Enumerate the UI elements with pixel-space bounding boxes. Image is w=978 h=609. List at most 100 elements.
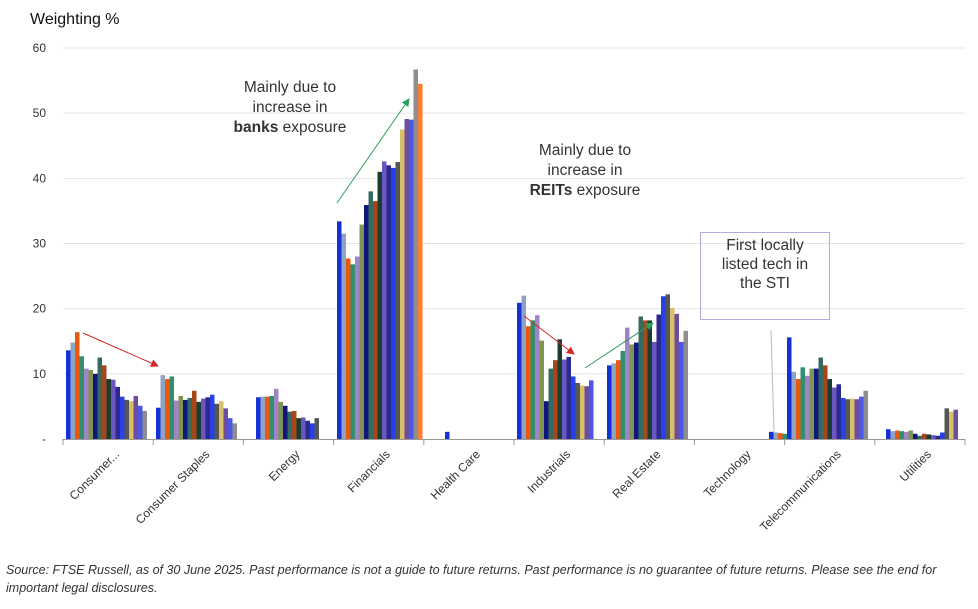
bar <box>93 373 98 439</box>
bar <box>922 433 927 439</box>
bar <box>944 408 949 439</box>
bar <box>305 420 310 439</box>
bar <box>169 376 174 439</box>
bar-chart: - 10 20 30 40 50 60 Consumer... Consumer Staple… <box>33 41 966 534</box>
bar <box>661 296 666 439</box>
bar <box>683 330 688 439</box>
bar <box>228 418 233 439</box>
x-tick-label: Health Care <box>428 447 483 502</box>
y-axis-title: Weighting % <box>30 11 120 28</box>
bar <box>310 423 315 439</box>
bar <box>589 380 594 439</box>
bar <box>156 407 161 439</box>
bar <box>278 401 283 439</box>
bar <box>535 315 540 439</box>
bar <box>292 410 297 439</box>
bar <box>643 320 648 439</box>
bar <box>557 339 562 439</box>
bar <box>926 434 931 439</box>
arrow-financials <box>336 98 410 204</box>
bar <box>791 371 796 439</box>
annotation-tech-line2: listed tech in <box>721 256 809 273</box>
bar <box>445 431 450 439</box>
bar <box>404 119 409 439</box>
y-tick-label: 30 <box>33 237 47 251</box>
x-tick-label: Energy <box>266 447 303 484</box>
bar <box>174 400 179 439</box>
y-tick-label: - <box>42 432 46 446</box>
bar <box>111 379 116 439</box>
bar <box>106 379 111 439</box>
bar <box>75 332 80 439</box>
gridlines <box>63 47 965 375</box>
bar <box>368 191 373 439</box>
bar <box>611 363 616 439</box>
annotation-banks-rest: exposure <box>278 119 347 136</box>
bar <box>84 368 89 439</box>
bar <box>935 435 940 439</box>
bar <box>70 342 75 439</box>
bar <box>350 264 355 439</box>
bar <box>395 162 400 440</box>
bar <box>219 401 224 439</box>
y-tick-label: 60 <box>33 41 47 55</box>
arrow-industrials <box>523 315 575 355</box>
bar <box>120 396 125 439</box>
bar <box>796 379 801 439</box>
bar <box>620 351 625 439</box>
annotation-banks-line2: increase in <box>252 99 328 116</box>
bar <box>890 431 895 439</box>
bar <box>638 316 643 439</box>
x-tick-label: Real Estate <box>610 447 664 501</box>
bar <box>359 224 364 439</box>
arrow-real-estate <box>584 322 654 369</box>
bar <box>260 396 265 439</box>
bar <box>129 401 134 439</box>
bar <box>854 399 859 439</box>
bar <box>160 375 165 439</box>
bar <box>287 411 292 439</box>
annotation-arrows <box>82 98 775 433</box>
bar <box>940 432 945 439</box>
bar <box>886 429 891 439</box>
bar <box>79 356 84 439</box>
bar <box>818 357 823 439</box>
bar <box>782 433 787 439</box>
bar <box>809 368 814 439</box>
bar <box>836 384 841 439</box>
annotation-tech: First locally listed tech in the STI <box>700 236 830 293</box>
bar <box>670 308 675 439</box>
bar <box>178 395 183 439</box>
bar <box>400 129 405 439</box>
bar <box>66 350 71 439</box>
x-tick-label: Industrials <box>525 447 574 496</box>
y-tick-label: 10 <box>33 367 47 381</box>
bar <box>124 399 129 439</box>
annotation-tech-line3: the STI <box>740 275 790 292</box>
annotation-banks-line1: Mainly due to <box>243 79 337 96</box>
x-tick-label: Financials <box>345 447 393 495</box>
bar <box>544 401 549 439</box>
bar <box>409 119 414 440</box>
bar <box>845 399 850 439</box>
x-tick-label: Consumer... <box>67 447 123 503</box>
bar <box>418 83 423 439</box>
bar <box>895 430 900 439</box>
bar <box>800 367 805 439</box>
bar <box>377 171 382 439</box>
bar <box>165 379 170 439</box>
x-axis: Consumer... Consumer Staples Energy Financi… <box>62 439 966 534</box>
y-tick-label: 20 <box>33 302 47 316</box>
bar <box>265 396 270 439</box>
bar <box>773 432 778 439</box>
bar <box>832 387 837 439</box>
bar <box>539 340 544 439</box>
bar <box>917 435 922 439</box>
bar <box>674 313 679 439</box>
bar <box>904 431 909 439</box>
arrow-technology <box>770 329 775 433</box>
bar <box>629 344 634 439</box>
bar <box>364 205 369 439</box>
bar <box>625 327 630 439</box>
bar <box>386 165 391 440</box>
